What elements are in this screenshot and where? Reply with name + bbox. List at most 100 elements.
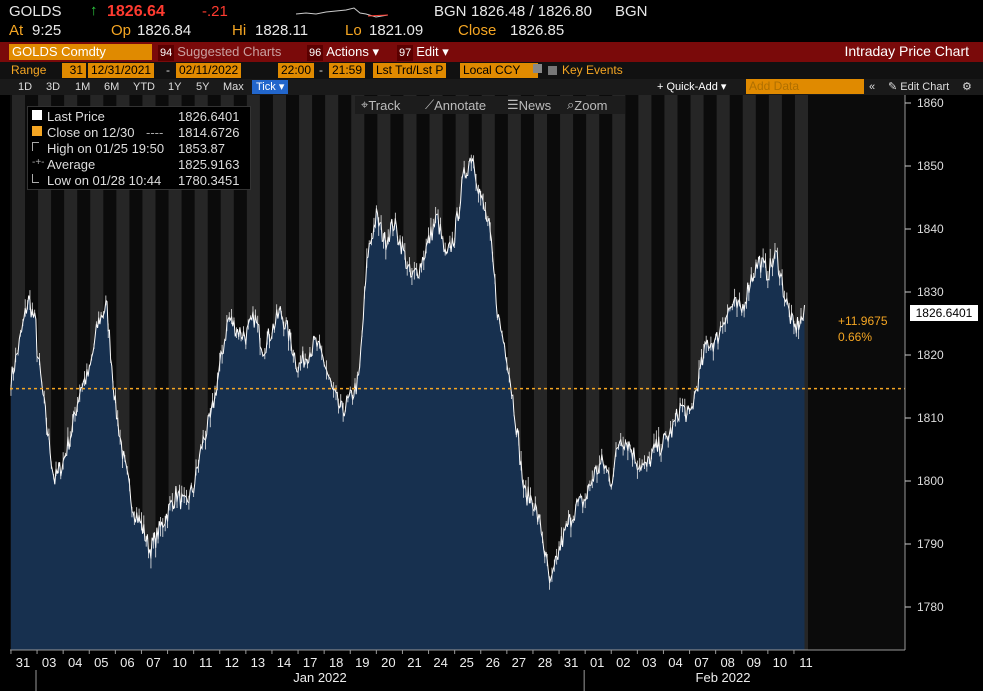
- period-1d[interactable]: 1D: [18, 81, 33, 93]
- period-ytd[interactable]: YTD: [133, 81, 155, 93]
- annotate-label: Annotate: [434, 98, 487, 113]
- edit-chart-label: Edit Chart: [900, 81, 950, 93]
- up-arrow-icon: ↑: [90, 2, 98, 19]
- x-tick-label: 03: [642, 655, 656, 670]
- edit-chart-button[interactable]: ✎ Edit Chart: [888, 81, 950, 93]
- x-axis: 31 03 04 05 06 07 10 11 12 13 14 17 18 19 20 21 24 25 26 27…: [0, 649, 905, 691]
- chevron-down-icon: ▾: [372, 44, 380, 59]
- edit-button[interactable]: 97 Edit ▾: [397, 44, 449, 61]
- start-time-field[interactable]: 22:00: [278, 63, 315, 78]
- x-tick-label: 14: [277, 655, 291, 670]
- overnight-band: [560, 95, 574, 650]
- date-separator: -: [166, 63, 170, 77]
- track-tool[interactable]: ⌖ Track: [361, 97, 401, 113]
- y-tick-label: 1810: [917, 411, 944, 425]
- collapse-icon[interactable]: «: [869, 81, 876, 93]
- actions-button[interactable]: 96 Actions ▾: [307, 44, 380, 61]
- x-tick-label: 11: [199, 655, 213, 670]
- x-tick-label: 02: [616, 655, 630, 670]
- x-tick-label: 19: [355, 655, 369, 670]
- legend-last-label: Last Price: [47, 109, 105, 124]
- key-events-checkbox[interactable]: [548, 66, 557, 75]
- ticker[interactable]: GOLDS: [9, 3, 62, 20]
- price-type-select[interactable]: Lst Trd/Lst P: [373, 63, 447, 78]
- start-date-field[interactable]: 12/31/2021: [88, 63, 155, 78]
- edit-num: 97: [397, 45, 414, 61]
- x-tick-label: 07: [146, 655, 160, 670]
- x-tick-label: 06: [120, 655, 134, 670]
- period-6m[interactable]: 6M: [104, 81, 120, 93]
- bid-ask: 1826.48 / 1826.80: [471, 3, 592, 20]
- time-separator: -: [319, 63, 323, 77]
- legend-close: Close on 12/30 ---- 1814.6726: [28, 125, 250, 141]
- track-label: Track: [368, 98, 401, 113]
- x-tick-label: 07: [694, 655, 708, 670]
- legend-last-price: Last Price 1826.6401: [28, 109, 250, 125]
- x-tick-label: 09: [747, 655, 761, 670]
- suggested-charts-button[interactable]: 94 Suggested Charts: [158, 44, 281, 61]
- x-tick-label: 21: [407, 655, 421, 670]
- currency-select[interactable]: Local CCY: [460, 63, 538, 78]
- zoom-tool[interactable]: ⌕ Zoom: [567, 97, 608, 113]
- x-tick-label: 03: [42, 655, 56, 670]
- suggested-num: 94: [158, 45, 175, 61]
- chart-toolbar: GOLDS Comdty 94 Suggested Charts 96 Action…: [0, 42, 983, 62]
- end-time-field[interactable]: 21:59: [329, 63, 366, 78]
- change-absolute: +11.9675: [838, 314, 888, 328]
- open-label: Op: [111, 22, 132, 39]
- period-1y[interactable]: 1Y: [168, 81, 182, 93]
- range-days-field[interactable]: 31: [62, 63, 86, 78]
- month-label: Jan 2022: [293, 670, 347, 685]
- source-label-2: BGN: [615, 3, 648, 20]
- white-square-icon: [32, 110, 42, 120]
- legend-close-label: Close on 12/30: [47, 125, 135, 140]
- period-tick-label: Tick: [256, 81, 276, 93]
- gear-icon[interactable]: ⚙: [962, 81, 972, 93]
- price-area: [10, 154, 805, 650]
- period-max[interactable]: Max: [223, 81, 244, 93]
- legend-average-label: Average: [47, 157, 96, 172]
- period-1m[interactable]: 1M: [75, 81, 91, 93]
- x-tick-label: 11: [799, 655, 813, 670]
- x-tick-label: 10: [172, 655, 186, 670]
- end-date-field[interactable]: 02/11/2022: [176, 63, 242, 78]
- period-5y[interactable]: 5Y: [196, 81, 210, 93]
- x-tick-label: 26: [486, 655, 500, 670]
- price-area-fill: [10, 157, 805, 650]
- low-value: 1821.09: [369, 22, 424, 39]
- x-tick-label: 04: [668, 655, 682, 670]
- legend-average-value: 1825.9163: [178, 157, 240, 172]
- chart-legend: Last Price 1826.6401 Close on 12/30 ----…: [27, 106, 251, 190]
- y-tick-label: 1860: [917, 96, 944, 110]
- high-marker-icon: [32, 142, 39, 151]
- annotate-tool[interactable]: ⟋ Annotate: [425, 97, 487, 113]
- price-line: [10, 157, 805, 584]
- legend-high: High on 01/25 19:50 1853.87: [28, 141, 250, 157]
- chevron-down-icon: ▾: [442, 44, 449, 59]
- add-data-input[interactable]: Add Data: [746, 79, 864, 94]
- period-tick[interactable]: Tick ▾: [252, 80, 289, 94]
- currency-dropdown-icon[interactable]: [533, 64, 542, 73]
- security-field[interactable]: GOLDS Comdty: [9, 44, 152, 60]
- news-tool[interactable]: ☰ News: [507, 97, 552, 113]
- quick-add-button[interactable]: + Quick-Add ▾: [657, 81, 727, 93]
- x-tick-label: 20: [381, 655, 395, 670]
- x-axis-background: [0, 650, 905, 691]
- x-tick-label: 18: [329, 655, 343, 670]
- overnight-band: [142, 95, 156, 650]
- x-tick-label: 31: [16, 655, 30, 670]
- x-tick-label: 04: [68, 655, 82, 670]
- x-tick-label: 13: [251, 655, 265, 670]
- quote-time: 9:25: [32, 22, 62, 39]
- y-tick-label: 1840: [917, 222, 944, 236]
- x-tick-label: 17: [303, 655, 317, 670]
- at-label: At: [9, 22, 24, 39]
- high-label: Hi: [232, 22, 247, 39]
- period-3d[interactable]: 3D: [46, 81, 61, 93]
- actions-label: Actions: [326, 44, 369, 59]
- average-marker-icon: -+-: [32, 157, 45, 168]
- x-tick-label: 10: [773, 655, 787, 670]
- x-tick-label: 25: [459, 655, 473, 670]
- change-percent: 0.66%: [838, 330, 873, 344]
